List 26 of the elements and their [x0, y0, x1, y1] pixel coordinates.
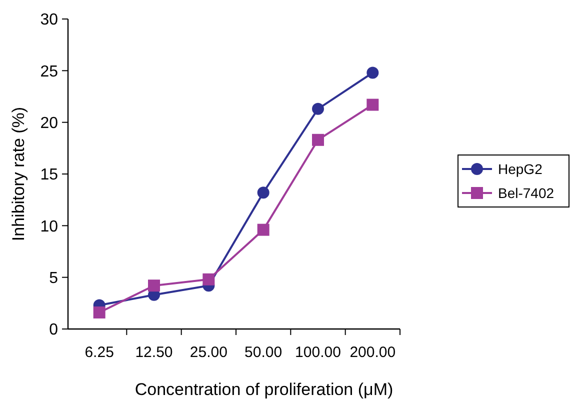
point: [257, 186, 270, 199]
y-tick-label: 5: [49, 270, 58, 287]
point: [312, 102, 324, 115]
y-tick-label: 25: [40, 63, 58, 80]
point: [366, 66, 379, 79]
y-tick-label: 15: [40, 166, 58, 184]
point: [257, 224, 270, 236]
point: [93, 306, 106, 318]
x-tick-label: 6.25: [84, 344, 114, 361]
x-tick-label: 100.00: [295, 344, 341, 361]
point: [312, 134, 324, 146]
legend-label: Bel-7402: [498, 184, 554, 201]
y-tick-label: 20: [40, 114, 58, 132]
legend-label: HepG2: [498, 160, 543, 177]
x-tick-label: 25.00: [190, 344, 228, 361]
y-tick-label: 30: [40, 12, 58, 29]
point: [202, 273, 215, 286]
x-tick-label: 12.50: [135, 344, 173, 361]
y-axis-title: Inhibitory rate (%): [9, 106, 28, 242]
x-axis-title: Concentration of proliferation (μM): [134, 380, 394, 399]
y-tick-label: 0: [49, 322, 58, 339]
x-tick-label: 50.00: [244, 344, 282, 361]
x-tick-label: 200.00: [350, 344, 396, 361]
point: [148, 280, 160, 292]
y-tick-label: 10: [40, 218, 58, 236]
point: [366, 98, 379, 111]
